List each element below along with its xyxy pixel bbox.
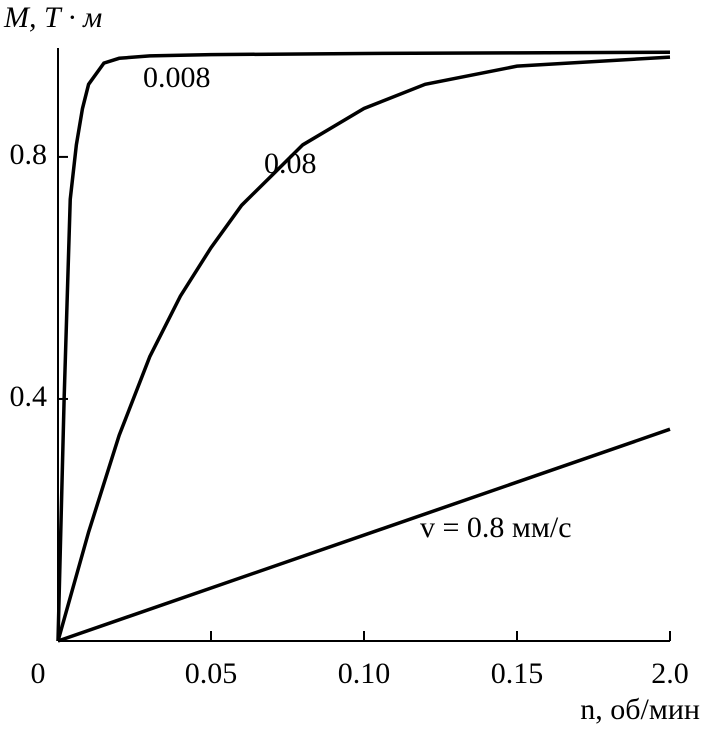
x-tick-label: 0 — [31, 657, 46, 690]
series-label: 0.08 — [264, 147, 317, 180]
y-axis-label: M, Т · м — [3, 1, 102, 34]
x-tick-label: 2.0 — [651, 657, 689, 690]
line — [56, 55, 671, 642]
y-tick-label: 0.8 — [10, 138, 48, 171]
x-tick-label: 0.15 — [491, 657, 544, 690]
x-tick-label: 0.05 — [185, 657, 238, 690]
series-label: v = 0.8 мм/с — [420, 511, 572, 544]
series-label: 0.008 — [143, 61, 211, 94]
line — [56, 50, 671, 642]
y-tick-label: 0.4 — [10, 380, 48, 413]
x-tick-label: 0.10 — [338, 657, 391, 690]
line — [57, 427, 671, 643]
x-axis-label: n, об/мин — [580, 693, 700, 726]
